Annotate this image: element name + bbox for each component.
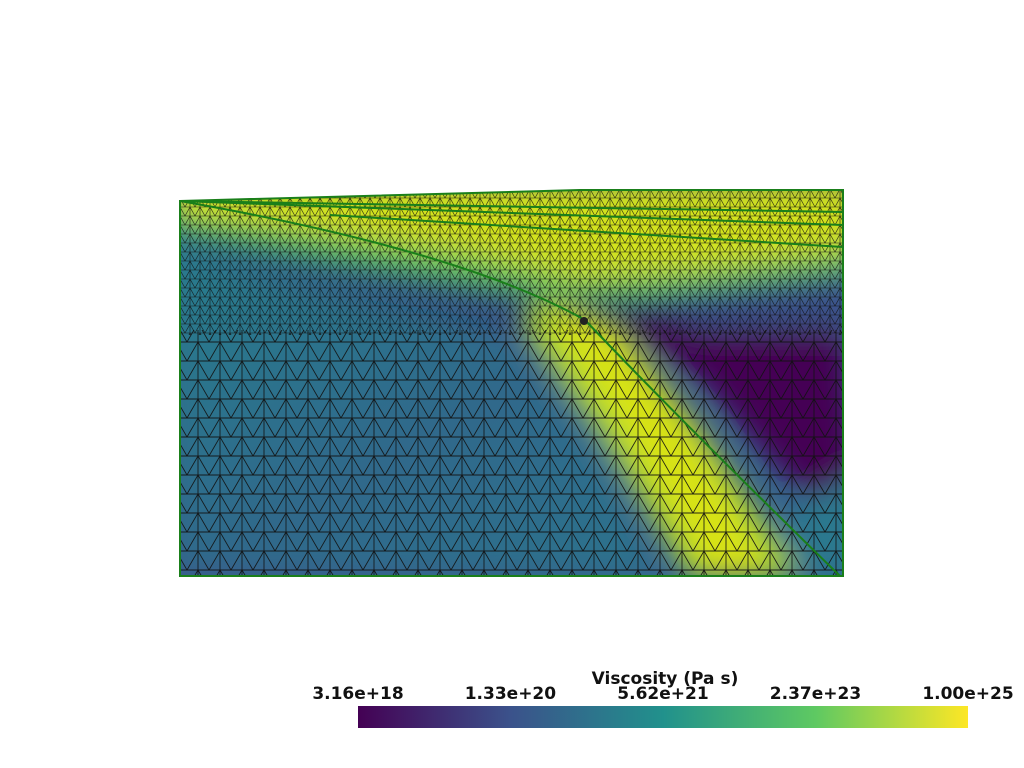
- mesh-boundaries: [179, 189, 844, 577]
- colorbar-title: Viscosity (Pa s): [592, 669, 739, 689]
- colorbar-tick-label: 2.37e+23: [770, 684, 861, 704]
- colorbar-tick-label: 3.16e+18: [312, 684, 403, 704]
- mesh-node: [580, 317, 588, 325]
- colorbar-tick-label: 1.33e+20: [465, 684, 557, 704]
- colorbar: 3.16e+18 1.33e+20 5.62e+21 2.37e+23 1.00e+25: [312, 684, 1014, 728]
- colorbar-tick-label: 5.62e+21: [617, 684, 708, 704]
- colorbar-tick-label: 1.00e+25: [922, 684, 1013, 704]
- colorbar-bar: [358, 706, 968, 728]
